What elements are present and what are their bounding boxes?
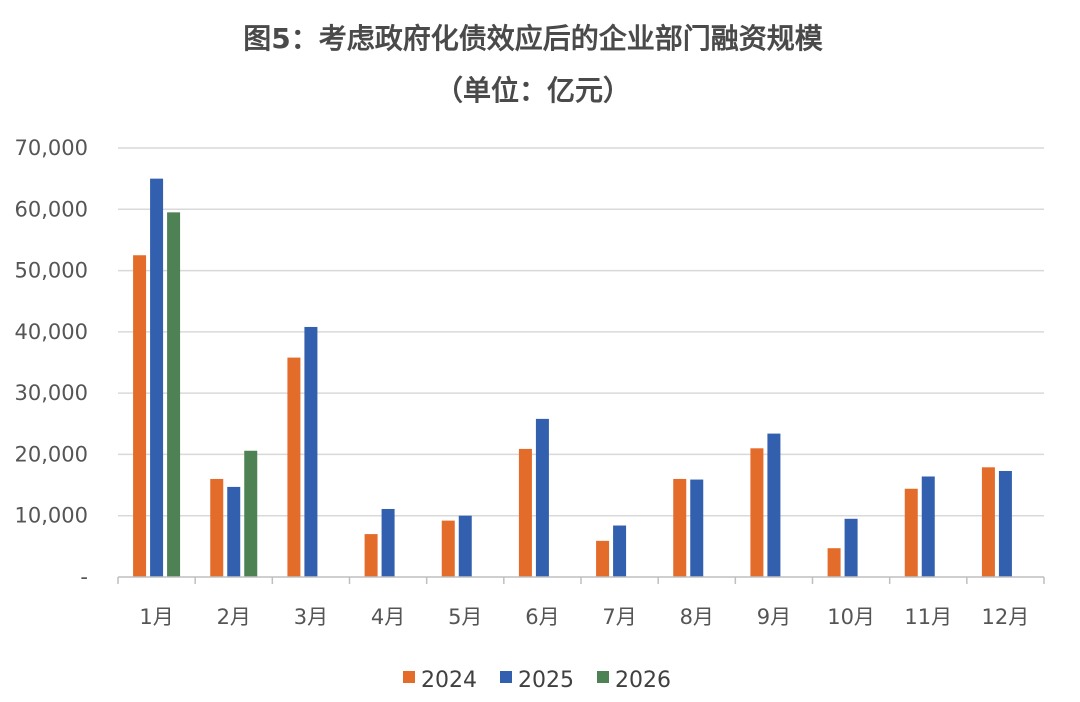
bar-2025-1月 <box>150 178 164 577</box>
x-tick-label: 10月 <box>827 605 875 629</box>
y-axis: - 10,000 20,000 30,000 40,000 50,000 60,000 70,… <box>15 136 88 589</box>
bar-2026-2月 <box>244 450 258 577</box>
y-tick-label: 20,000 <box>15 442 88 466</box>
bar-2024-1月 <box>133 255 147 577</box>
bars <box>133 178 1012 577</box>
y-tick-label: 40,000 <box>15 320 88 344</box>
y-tick-label: 60,000 <box>15 197 88 221</box>
bar-2024-6月 <box>518 448 532 577</box>
x-tick-label: 12月 <box>982 605 1030 629</box>
x-tick-label: 1月 <box>139 605 173 629</box>
bar-2025-9月 <box>767 433 781 577</box>
bar-2024-8月 <box>673 478 687 577</box>
legend-label-2024: 2024 <box>421 668 477 693</box>
chart-title: 图5：考虑政府化债效应后的企业部门融资规模 <box>243 22 823 55</box>
bar-2025-11月 <box>921 476 935 577</box>
x-tick-label: 8月 <box>680 605 714 629</box>
bar-2024-5月 <box>441 520 455 577</box>
bar-2026-1月 <box>167 212 181 577</box>
bar-2025-5月 <box>458 515 472 577</box>
x-tick-label: 4月 <box>371 605 405 629</box>
y-tick-label: 70,000 <box>15 136 88 160</box>
bar-2024-2月 <box>210 478 224 577</box>
y-tick-label: 10,000 <box>15 504 88 528</box>
x-tick-label: 2月 <box>217 605 251 629</box>
x-tick-label: 5月 <box>448 605 482 629</box>
y-tick-label: - <box>80 565 88 589</box>
x-tick-label: 7月 <box>602 605 636 629</box>
bar-2025-4月 <box>381 508 395 577</box>
bar-2025-6月 <box>535 418 549 577</box>
legend-swatch-2025 <box>500 671 512 683</box>
bar-2025-3月 <box>304 326 318 577</box>
bar-2025-2月 <box>227 486 241 577</box>
y-tick-label: 50,000 <box>15 259 88 283</box>
chart-subtitle: （单位：亿元） <box>435 74 631 107</box>
bar-2024-4月 <box>364 534 378 577</box>
bar-2025-7月 <box>613 525 627 577</box>
bar-2025-12月 <box>998 470 1012 577</box>
legend-swatch-2026 <box>597 671 609 683</box>
x-tick-label: 3月 <box>294 605 328 629</box>
y-tick-label: 30,000 <box>15 381 88 405</box>
x-tick-label: 11月 <box>904 605 952 629</box>
legend: 2024 2025 2026 <box>403 668 671 693</box>
legend-label-2025: 2025 <box>518 668 574 693</box>
x-axis: 1月 2月 3月 4月 5月 6月 7月 8月 9月 10月 11月 12月 <box>117 576 1045 629</box>
bar-2025-10月 <box>844 518 858 577</box>
legend-swatch-2024 <box>403 671 415 683</box>
x-tick-label: 9月 <box>757 605 791 629</box>
x-tick-label: 6月 <box>525 605 559 629</box>
bar-2024-3月 <box>287 357 301 577</box>
bar-2024-7月 <box>596 540 610 577</box>
legend-label-2026: 2026 <box>615 668 671 693</box>
bar-2025-8月 <box>690 479 704 577</box>
bar-2024-12月 <box>981 467 995 577</box>
bar-2024-11月 <box>904 488 918 577</box>
bar-2024-9月 <box>750 448 764 577</box>
bar-2024-10月 <box>827 548 841 577</box>
gridlines <box>118 147 1044 517</box>
